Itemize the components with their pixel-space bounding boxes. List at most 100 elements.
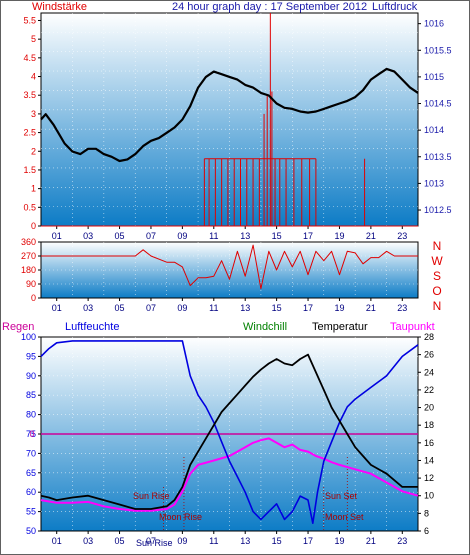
temp-y-label-18: 18: [424, 420, 434, 430]
windchill-label: Windchill: [243, 321, 287, 333]
y-left-label-5: 5: [31, 34, 36, 44]
x-tick-label-21: 21: [366, 231, 376, 241]
temp-y-label-26: 26: [424, 350, 434, 360]
hum-y-label-60: 60: [26, 487, 36, 497]
hum-y-label-75: 75: [26, 429, 36, 439]
temp-y-label-10: 10: [424, 491, 434, 501]
y-left-label-0.5: 0.5: [23, 202, 36, 212]
y-right-label-1014.5: 1014.5: [424, 99, 452, 109]
y-left-label-3: 3: [31, 109, 36, 119]
x-tick-label-17: 17: [303, 231, 313, 241]
x-tick-label-23: 23: [397, 303, 407, 313]
y-left-label-1: 1: [31, 184, 36, 194]
hum-y-label-65: 65: [26, 468, 36, 478]
x-tick-label-15: 15: [272, 536, 282, 546]
x-tick-label-17: 17: [303, 536, 313, 546]
temp-y-label-8: 8: [424, 508, 429, 518]
chart-title: 24 hour graph day : 17 September 2012: [172, 1, 367, 13]
temp-y-label-12: 12: [424, 473, 434, 483]
moon-set-annotation: Moon Set: [325, 512, 364, 522]
x-tick-label-15: 15: [272, 303, 282, 313]
x-tick-label-19: 19: [334, 303, 344, 313]
x-tick-label-17: 17: [303, 303, 313, 313]
x-tick-label-05: 05: [115, 303, 125, 313]
x-tick-label-13: 13: [240, 303, 250, 313]
x-tick-label-07: 07: [146, 536, 156, 546]
x-tick-label-01: 01: [52, 536, 62, 546]
temperature-label: Temperatur: [312, 321, 368, 333]
dir-y-label-180: 180: [21, 265, 36, 275]
x-tick-label-11: 11: [209, 536, 218, 546]
hum-y-label-80: 80: [26, 410, 36, 420]
y-left-label-1.5: 1.5: [23, 165, 36, 175]
y-right-label-1015.5: 1015.5: [424, 45, 452, 55]
y-right-label-1016: 1016: [424, 19, 444, 29]
x-tick-label-13: 13: [240, 231, 250, 241]
dir-y-label-270: 270: [21, 251, 36, 261]
y-right-label-1013: 1013: [424, 178, 444, 188]
x-tick-label-03: 03: [83, 536, 93, 546]
hum-y-label-100: 100: [21, 332, 36, 342]
x-tick-label-01: 01: [52, 231, 62, 241]
x-tick-label-07: 07: [146, 231, 156, 241]
hum-y-label-90: 90: [26, 371, 36, 381]
x-tick-label-21: 21: [366, 536, 376, 546]
temperature-line: [40, 353, 418, 510]
wind-direction-line: [41, 244, 418, 290]
hum-y-label-70: 70: [26, 448, 36, 458]
y-right-label-1014: 1014: [424, 125, 444, 135]
y-left-label-2.5: 2.5: [23, 128, 36, 138]
dewpoint-line: [40, 437, 419, 512]
y-left-label-5.5: 5.5: [23, 15, 36, 25]
temp-y-label-28: 28: [424, 332, 434, 342]
y-left-label-0: 0: [31, 221, 36, 231]
x-tick-label-23: 23: [397, 231, 407, 241]
hum-y-label-85: 85: [26, 390, 36, 400]
dir-y-label-90: 90: [26, 279, 36, 289]
hum-y-label-95: 95: [26, 351, 36, 361]
top-panel: 0 0.5 1 1.5 2 2.5 3 3.5 4 4.5 5 5.5 1012.5 1013 1013.5…: [23, 13, 452, 241]
sun-rise-axis-label: Sun Rise: [136, 538, 173, 548]
y-left-label-4: 4: [31, 72, 36, 82]
bottom-panel: 50 55 60 65 70 75 80 85 90 95 100 6 8 10 12 14 16 18 20 22 2…: [21, 332, 434, 546]
x-tick-label-05: 05: [115, 231, 125, 241]
y-right-label-1012.5: 1012.5: [424, 205, 452, 215]
dir-y-label-0: 0: [31, 293, 36, 303]
humidity-line: [40, 340, 419, 525]
temp-y-label-6: 6: [424, 526, 429, 536]
temp-y-label-20: 20: [424, 403, 434, 413]
x-tick-label-07: 07: [146, 303, 156, 313]
pressure-label: Luftdruck: [372, 1, 418, 13]
temp-y-label-16: 16: [424, 438, 434, 448]
x-tick-label-09: 09: [177, 536, 187, 546]
compass-label-3: O: [432, 284, 441, 298]
temp-y-label-22: 22: [424, 385, 434, 395]
x-tick-label-05: 05: [115, 536, 125, 546]
x-tick-label-13: 13: [240, 536, 250, 546]
x-tick-label-19: 19: [334, 536, 344, 546]
wind-strength-label: Windstärke: [32, 1, 87, 13]
humidity-label: Luftfeuchte: [65, 321, 119, 333]
moon-rise-annotation: Moon Rise: [159, 512, 202, 522]
dewpoint-label: Taupunkt: [390, 321, 435, 333]
x-tick-label-03: 03: [83, 231, 93, 241]
dir-y-label-360: 360: [21, 237, 36, 247]
temp-y-label-24: 24: [424, 367, 434, 377]
compass-label-4: N: [433, 299, 442, 313]
y-left-label-2: 2: [31, 146, 36, 156]
sun-set-annotation: Sun Set: [325, 491, 358, 501]
x-tick-label-23: 23: [397, 536, 407, 546]
top-plot-area: [40, 12, 419, 227]
y-right-label-1013.5: 1013.5: [424, 152, 452, 162]
x-tick-label-11: 11: [209, 231, 218, 241]
rain-label: Regen: [2, 321, 34, 333]
y-right-label-1015: 1015: [424, 72, 444, 82]
compass-label-2: S: [433, 269, 441, 283]
x-tick-label-03: 03: [83, 303, 93, 313]
x-tick-label-09: 09: [177, 303, 187, 313]
y-left-label-3.5: 3.5: [23, 90, 36, 100]
temp-y-label-14: 14: [424, 455, 434, 465]
